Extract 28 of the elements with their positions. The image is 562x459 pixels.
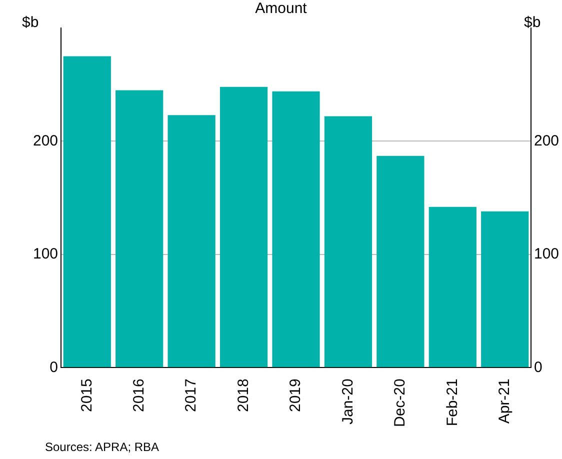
x-tick-label: Jan-20 <box>339 378 356 425</box>
y2-tick-label: 200 <box>534 132 560 150</box>
y2-tick-label: 0 <box>534 358 542 376</box>
chart-title: Amount <box>255 0 307 17</box>
x-tick-label: Feb-21 <box>444 378 461 426</box>
x-tick-label: Dec-20 <box>392 378 409 428</box>
x-tick-label: 2015 <box>78 378 96 412</box>
bar <box>168 115 216 368</box>
source-note: Sources: APRA; RBA <box>45 440 160 454</box>
x-tick-label: 2019 <box>287 378 304 412</box>
x-tick-label: 2017 <box>182 378 200 412</box>
bar <box>324 116 372 368</box>
x-tick-label: 2016 <box>130 378 148 412</box>
x-tick-label: 2018 <box>234 378 252 412</box>
bar <box>272 91 320 368</box>
bar <box>428 206 476 368</box>
bar <box>220 86 268 368</box>
bar <box>63 56 111 368</box>
y-tick-label: 100 <box>32 246 58 263</box>
bar <box>481 211 529 368</box>
x-tick-label: Apr-21 <box>496 378 514 424</box>
bar <box>376 156 424 368</box>
bar <box>116 90 164 368</box>
y2-tick-label: 100 <box>534 246 560 263</box>
y2-axis-title: $b <box>524 14 541 31</box>
y-tick-label: 200 <box>32 132 58 150</box>
y-tick-label: 0 <box>50 358 58 376</box>
y-axis-title: $b <box>22 14 39 31</box>
